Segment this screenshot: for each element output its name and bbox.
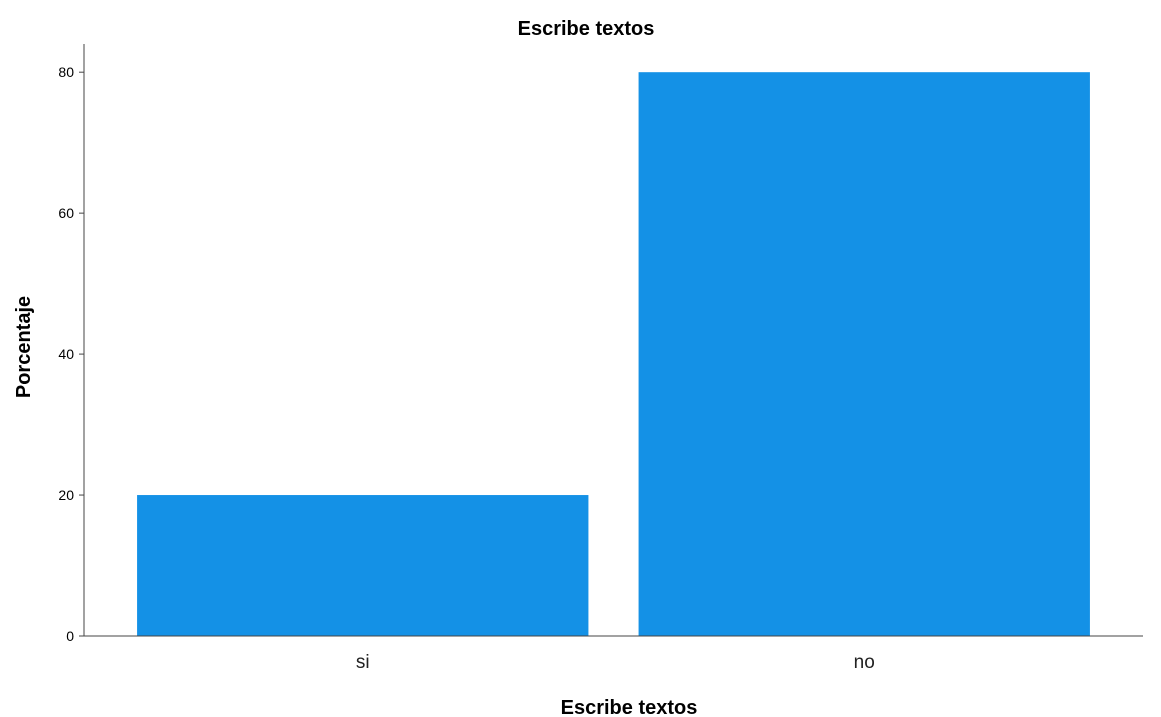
x-axis-label: Escribe textos bbox=[561, 697, 698, 717]
y-tick-label: 80 bbox=[58, 64, 74, 80]
y-axis-label: Porcentaje bbox=[13, 296, 35, 398]
x-tick-label: no bbox=[854, 652, 875, 673]
bar-si bbox=[137, 495, 589, 636]
y-tick-label: 20 bbox=[58, 487, 74, 503]
bar-no bbox=[638, 72, 1090, 636]
chart-title: Escribe textos bbox=[518, 18, 655, 40]
bars-layer bbox=[137, 72, 1090, 636]
x-axis-ticks: si no bbox=[356, 652, 875, 673]
y-tick-label: 60 bbox=[58, 205, 74, 221]
x-tick-label: si bbox=[356, 652, 370, 673]
y-tick-label: 40 bbox=[58, 346, 74, 362]
y-axis-ticks: 0 20 40 60 80 bbox=[58, 64, 84, 644]
y-tick-label: 0 bbox=[66, 628, 74, 644]
